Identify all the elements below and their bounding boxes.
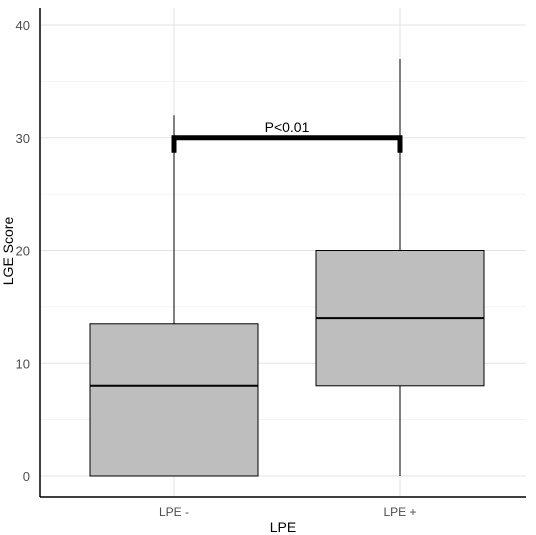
y-tick-label: 0 xyxy=(23,469,30,484)
p-value-label: P<0.01 xyxy=(265,119,310,135)
y-tick-label: 10 xyxy=(16,356,30,371)
box-layer xyxy=(89,58,485,477)
significance-bracket: P<0.01 xyxy=(171,119,403,153)
bracket-line xyxy=(171,135,403,153)
y-tick-label: 30 xyxy=(16,131,30,146)
y-tick-labels: 0 10 20 30 40 xyxy=(16,18,30,484)
x-tick-label: LPE - xyxy=(159,505,189,519)
y-axis-label: LGE Score xyxy=(0,217,16,286)
x-axis-label: LPE xyxy=(270,519,296,535)
y-tick-label: 20 xyxy=(16,244,30,259)
y-tick-label: 40 xyxy=(16,18,30,33)
box-iqr xyxy=(89,323,259,477)
x-tick-label: LPE + xyxy=(383,505,416,519)
x-tick-labels: LPE - LPE + xyxy=(159,505,417,519)
